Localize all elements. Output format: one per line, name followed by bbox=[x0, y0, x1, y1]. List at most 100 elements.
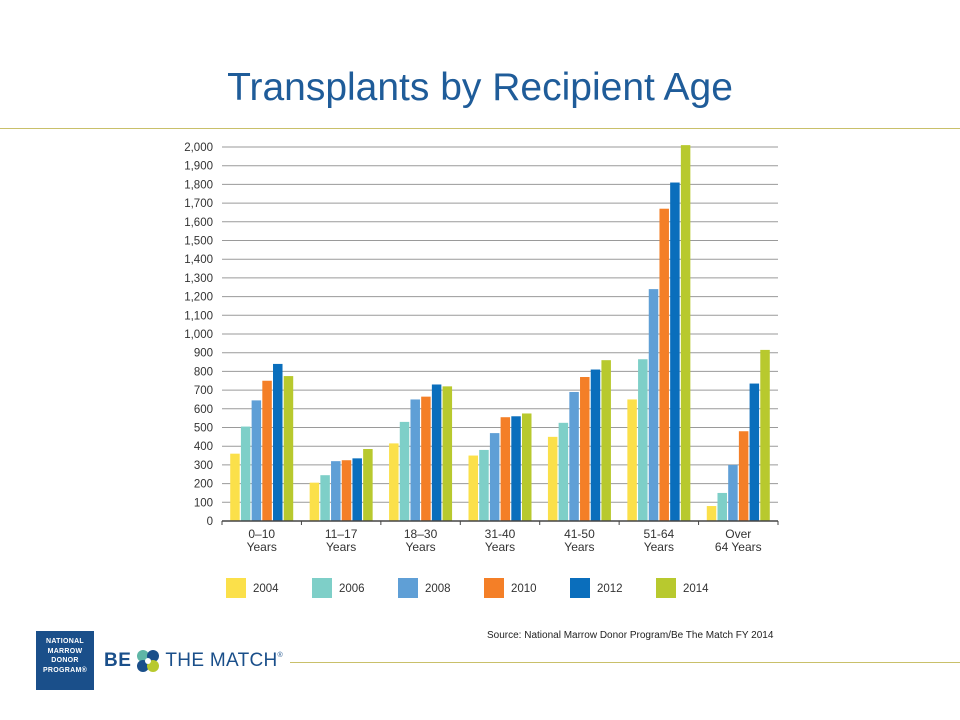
bar bbox=[309, 482, 320, 521]
x-tick-label: 51-64 bbox=[644, 527, 675, 541]
bar bbox=[601, 360, 611, 521]
x-tick-label: 18–30 bbox=[404, 527, 438, 541]
legend-label: 2014 bbox=[683, 583, 709, 595]
y-tick-label: 400 bbox=[194, 441, 213, 453]
x-tick-label: 0–10 bbox=[248, 527, 275, 541]
x-tick-label: 41-50 bbox=[564, 527, 595, 541]
btm-logo-registered: ® bbox=[277, 652, 283, 659]
y-tick-label: 900 bbox=[194, 348, 213, 360]
bar bbox=[680, 145, 691, 521]
y-tick-label: 500 bbox=[194, 423, 213, 435]
legend-label: 2004 bbox=[253, 583, 279, 595]
legend-swatch bbox=[656, 578, 676, 598]
x-tick-label: Years bbox=[485, 540, 515, 554]
bar bbox=[638, 359, 648, 521]
btm-logo-be: BE bbox=[104, 650, 132, 671]
btm-logo-mark-icon bbox=[137, 650, 160, 672]
bar bbox=[489, 433, 500, 521]
bar bbox=[706, 506, 717, 521]
y-tick-label: 1,700 bbox=[184, 198, 213, 210]
bar bbox=[547, 436, 558, 521]
x-tick-label: Years bbox=[644, 540, 674, 554]
bar bbox=[251, 400, 262, 521]
nmdp-logo-line: MARROW bbox=[47, 647, 83, 655]
nmdp-logo: NATIONAL MARROW DONOR PROGRAM® bbox=[36, 631, 94, 690]
x-tick-label: 11–17 bbox=[325, 527, 358, 541]
bar bbox=[580, 377, 590, 521]
x-tick-label: Years bbox=[564, 540, 594, 554]
x-tick-label: Years bbox=[326, 540, 356, 554]
y-tick-label: 1,000 bbox=[184, 329, 213, 341]
bar bbox=[399, 421, 410, 521]
bar bbox=[331, 461, 341, 521]
bar bbox=[479, 449, 489, 521]
be-the-match-logo: BE THE MATCH ® bbox=[104, 646, 283, 676]
bar bbox=[670, 182, 680, 521]
legend-swatch bbox=[570, 578, 590, 598]
bar bbox=[500, 417, 511, 521]
bar bbox=[648, 289, 659, 521]
x-tick-label: Over bbox=[725, 527, 751, 541]
legend-label: 2010 bbox=[511, 583, 537, 595]
bar bbox=[590, 369, 601, 521]
footer-divider bbox=[290, 662, 960, 663]
x-tick-label: Years bbox=[247, 540, 277, 554]
bar bbox=[389, 443, 399, 521]
bar bbox=[410, 399, 420, 521]
bar bbox=[511, 416, 521, 521]
bar bbox=[273, 363, 283, 521]
y-tick-label: 1,500 bbox=[184, 236, 213, 248]
bar bbox=[627, 399, 637, 521]
bar bbox=[558, 422, 569, 521]
bar bbox=[717, 492, 727, 521]
bar bbox=[569, 391, 579, 521]
bar bbox=[283, 376, 294, 521]
y-tick-label: 800 bbox=[194, 366, 213, 378]
bar bbox=[522, 413, 532, 521]
source-note: Source: National Marrow Donor Program/Be… bbox=[487, 630, 774, 641]
bar bbox=[659, 208, 669, 521]
legend-swatch bbox=[312, 578, 332, 598]
title-divider bbox=[0, 128, 960, 129]
legend-swatch bbox=[484, 578, 504, 598]
y-tick-label: 1,300 bbox=[184, 273, 213, 285]
bar bbox=[240, 426, 251, 521]
bar bbox=[760, 349, 770, 521]
bar bbox=[320, 475, 330, 521]
bar bbox=[468, 455, 478, 521]
legend-label: 2006 bbox=[339, 583, 365, 595]
bar bbox=[262, 380, 272, 521]
nmdp-logo-line: NATIONAL bbox=[45, 638, 85, 645]
y-tick-label: 100 bbox=[194, 497, 213, 509]
y-tick-label: 1,900 bbox=[184, 161, 213, 173]
y-tick-label: 200 bbox=[194, 479, 213, 491]
slide-title: Transplants by Recipient Age bbox=[227, 66, 733, 109]
y-tick-label: 1,100 bbox=[184, 310, 213, 322]
bar bbox=[431, 384, 442, 521]
legend-swatch bbox=[226, 578, 246, 598]
x-tick-label: Years bbox=[405, 540, 435, 554]
bar bbox=[728, 464, 738, 521]
legend-label: 2008 bbox=[425, 583, 451, 595]
y-tick-label: 1,400 bbox=[184, 254, 213, 266]
y-tick-label: 1,600 bbox=[184, 217, 213, 229]
y-tick-label: 700 bbox=[194, 385, 213, 397]
legend-label: 2012 bbox=[597, 583, 623, 595]
bar bbox=[421, 396, 431, 521]
y-tick-label: 1,200 bbox=[184, 292, 213, 304]
bar bbox=[363, 449, 373, 521]
y-tick-label: 0 bbox=[207, 516, 213, 528]
x-tick-label: 64 Years bbox=[715, 540, 762, 554]
nmdp-logo-line: DONOR bbox=[51, 657, 79, 664]
legend-swatch bbox=[398, 578, 418, 598]
x-tick-label: 31-40 bbox=[485, 527, 516, 541]
bar bbox=[738, 431, 749, 521]
btm-logo-the-match: THE MATCH bbox=[165, 650, 278, 671]
bar bbox=[352, 458, 362, 521]
nmdp-logo-line: PROGRAM® bbox=[42, 666, 88, 674]
y-tick-label: 2,000 bbox=[184, 142, 213, 154]
bar bbox=[749, 383, 760, 521]
y-tick-label: 600 bbox=[194, 404, 213, 416]
y-tick-label: 300 bbox=[194, 460, 213, 472]
